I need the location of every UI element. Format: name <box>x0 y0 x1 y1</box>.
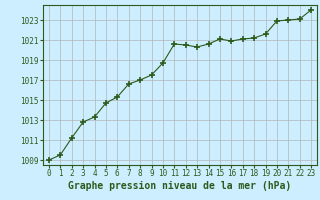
X-axis label: Graphe pression niveau de la mer (hPa): Graphe pression niveau de la mer (hPa) <box>68 181 292 191</box>
